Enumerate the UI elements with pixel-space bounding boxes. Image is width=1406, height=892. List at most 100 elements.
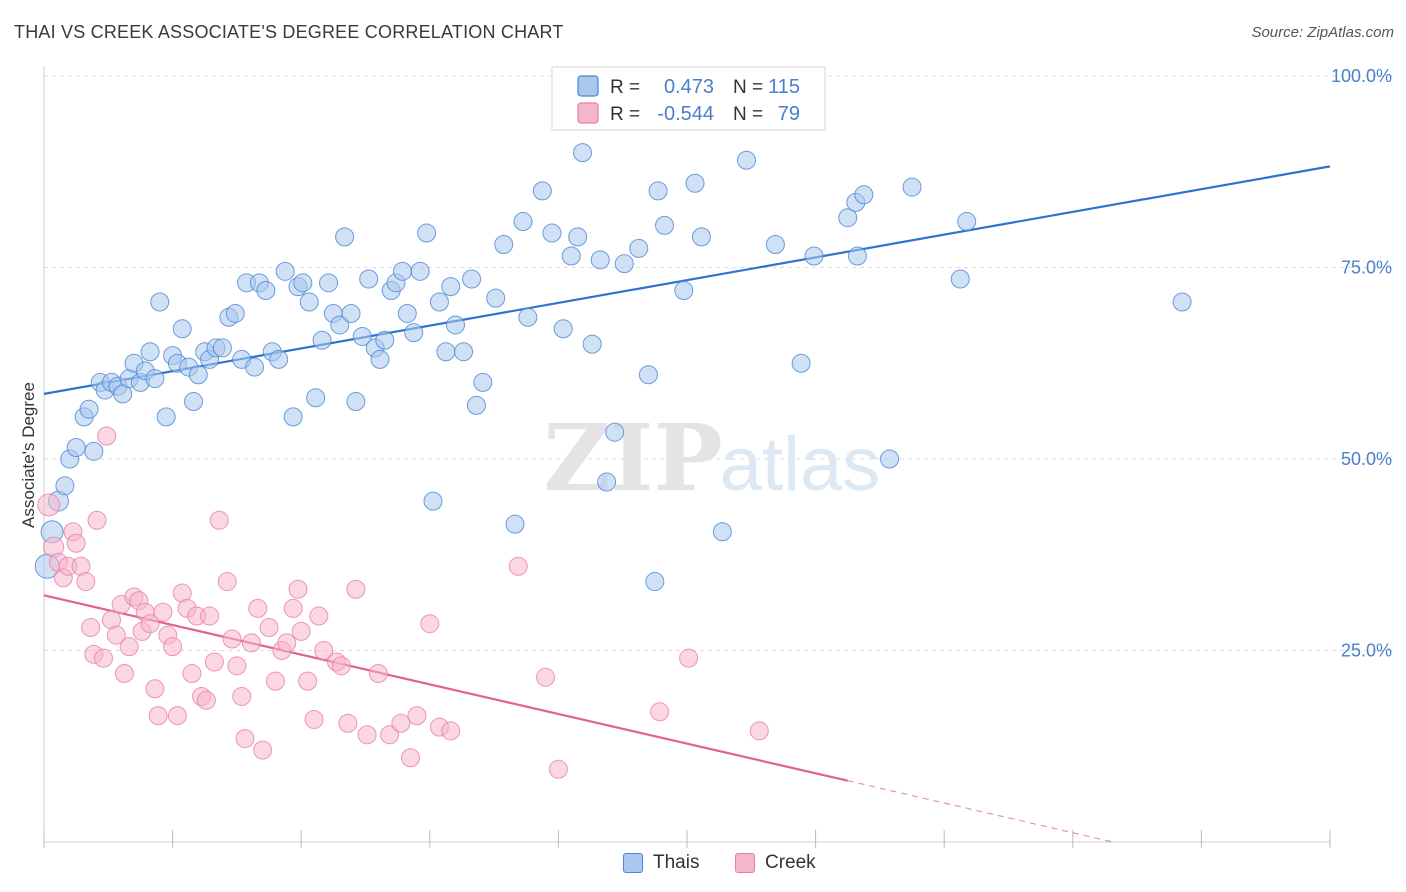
thais-point — [854, 185, 874, 205]
thais-point — [1172, 292, 1192, 312]
legend-n-value: 115 — [768, 76, 800, 98]
legend-item-thais[interactable]: Thais — [623, 852, 699, 874]
creek-point — [407, 706, 427, 726]
thais-point — [614, 254, 634, 274]
thais-point — [245, 357, 265, 377]
creek-point — [265, 671, 285, 691]
creek-point — [66, 533, 86, 553]
thais-point — [638, 365, 658, 385]
creek-point — [508, 556, 528, 576]
legend-r-label: R = — [610, 104, 640, 125]
thais-point — [791, 353, 811, 373]
legend-item-creek[interactable]: Creek — [735, 852, 816, 874]
thais-point — [454, 342, 474, 362]
creek-point — [248, 598, 268, 618]
creek-point — [291, 621, 311, 641]
thais-point — [312, 330, 332, 350]
legend-swatch — [577, 102, 599, 124]
thais-point — [838, 208, 858, 228]
thais-point — [341, 303, 361, 323]
creek-point — [346, 579, 366, 599]
tick-labels: 25.0%50.0%75.0%100.0%0.0%80.0% — [1331, 66, 1392, 661]
creek-point — [200, 606, 220, 626]
series-legend: Thais Creek — [0, 850, 1406, 880]
trend-lines — [43, 165, 1331, 843]
thais-point — [765, 235, 785, 255]
y-tick-label: 25.0% — [1341, 641, 1392, 661]
creek-point — [298, 671, 318, 691]
creek-point — [209, 510, 229, 530]
creek-point — [114, 663, 134, 683]
thais-point — [359, 269, 379, 289]
creek-point — [235, 729, 255, 749]
thais-point — [561, 246, 581, 266]
creek-point — [304, 709, 324, 729]
thais-point — [370, 349, 390, 369]
creek-point — [148, 706, 168, 726]
thais-point — [156, 407, 176, 427]
creek-point — [277, 633, 297, 653]
thais-point — [441, 277, 461, 297]
creek-point — [153, 602, 173, 622]
legend-n-label: N = — [733, 104, 763, 125]
creek-point — [309, 606, 329, 626]
thais-point — [256, 280, 276, 300]
thais-point — [212, 338, 232, 358]
thais-point — [319, 273, 339, 293]
legend-swatch-creek — [735, 853, 755, 873]
thais-point — [473, 372, 493, 392]
thais-point — [950, 269, 970, 289]
thais-point — [494, 235, 514, 255]
creek-point — [283, 598, 303, 618]
thais-point — [674, 280, 694, 300]
thais-point — [346, 392, 366, 412]
legend-label-creek: Creek — [765, 852, 816, 873]
thais-point — [330, 315, 350, 335]
creek-point — [288, 579, 308, 599]
creek-point — [368, 663, 388, 683]
creek-point — [227, 656, 247, 676]
thais-point — [804, 246, 824, 266]
thais-point — [404, 323, 424, 343]
legend-n-label: N = — [733, 77, 763, 98]
creek-point — [76, 572, 96, 592]
creek-point — [81, 618, 101, 638]
creek-point — [182, 663, 202, 683]
creek-point — [650, 702, 670, 722]
source-label: Source: ZipAtlas.com — [1251, 24, 1394, 41]
creek-point — [357, 725, 377, 745]
creek-point — [106, 625, 126, 645]
legend-swatch — [577, 75, 599, 97]
thais-point — [84, 441, 104, 461]
thais-point — [573, 143, 593, 163]
creek-point — [338, 713, 358, 733]
thais-point — [902, 177, 922, 197]
thais-point — [532, 181, 552, 201]
creek-point — [331, 656, 351, 676]
thais-point — [299, 292, 319, 312]
creek-point — [441, 721, 461, 741]
thais-point — [691, 227, 711, 247]
thais-point — [568, 227, 588, 247]
creek-point — [196, 690, 216, 710]
creek-point — [232, 686, 252, 706]
creek-point — [222, 629, 242, 649]
thais-point — [145, 369, 165, 389]
thais-point — [466, 395, 486, 415]
thais-point — [590, 250, 610, 270]
thais-point — [183, 392, 203, 412]
creek-point — [145, 679, 165, 699]
thais-point — [79, 399, 99, 419]
thais-point — [582, 334, 602, 354]
thais-point — [417, 223, 437, 243]
thais-point — [392, 261, 412, 281]
creek-point — [204, 652, 224, 672]
thais-point — [712, 522, 732, 542]
creek-point — [420, 614, 440, 634]
legend-n-value: 79 — [778, 103, 800, 125]
y-tick-label: 75.0% — [1341, 258, 1392, 278]
creek-point — [679, 648, 699, 668]
creek-point — [401, 748, 421, 768]
thais-point — [505, 514, 525, 534]
thais-point — [423, 491, 443, 511]
